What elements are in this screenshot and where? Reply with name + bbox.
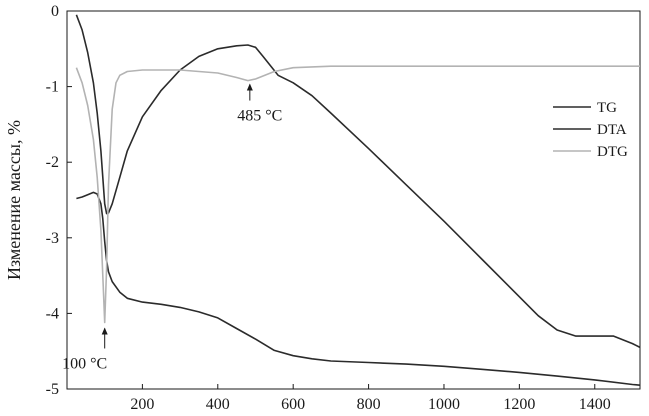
x-tick-label: 1000: [428, 396, 460, 413]
x-tick-label: 400: [206, 396, 230, 413]
annotation-label-485: 485 °C: [237, 108, 282, 125]
plot-frame: [66, 10, 641, 390]
annotation-arrowhead-485: [246, 83, 253, 91]
legend: TG DTA DTG: [553, 100, 628, 160]
x-tick-label: 200: [130, 396, 154, 413]
x-tick-label: 600: [281, 396, 305, 413]
y-axis-label: Изменение массы, %: [4, 120, 24, 280]
annotation-arrowhead-100: [101, 327, 108, 335]
y-tick-label: -1: [46, 79, 59, 96]
annotation-label-100: 100 °C: [62, 355, 107, 372]
y-tick-label: -5: [46, 381, 59, 398]
series-line-dtg: [75, 65, 640, 324]
x-tick-label: 800: [357, 396, 381, 413]
series-line-tg: [76, 191, 641, 386]
y-tick-label: 0: [51, 3, 59, 20]
x-tick-label: 1400: [579, 396, 611, 413]
ticks: 200 400 600 800 1000 1200 1400 0 -1 -2 -3 -4 -5: [46, 3, 611, 413]
legend-label-dtg: DTG: [597, 144, 628, 160]
y-tick-label: -3: [46, 230, 59, 247]
axes: [66, 10, 641, 390]
annotations: 100 °C 485 °C: [62, 83, 282, 372]
y-tick-label: -4: [46, 305, 59, 322]
y-tick-label: -2: [46, 154, 59, 171]
legend-label-tg: TG: [597, 100, 617, 116]
legend-label-dta: DTA: [597, 122, 627, 138]
series-line-dta: [75, 14, 641, 349]
x-tick-label: 1200: [503, 396, 535, 413]
series-lines: [75, 14, 641, 386]
